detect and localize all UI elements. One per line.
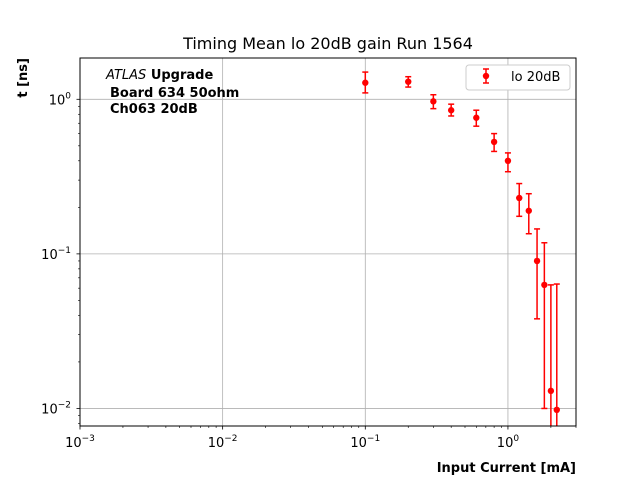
data-point — [516, 194, 523, 202]
data-points — [362, 78, 560, 414]
y-tick-exponent: −1 — [58, 246, 71, 256]
x-axis-label: Input Current [mA] — [437, 461, 576, 476]
minor-ticks — [78, 106, 577, 428]
legend-box — [465, 64, 571, 91]
x-tick-base: 10 — [65, 436, 82, 451]
upgrade-label: Upgrade — [151, 68, 214, 83]
y-tick-label: 100 — [49, 91, 72, 108]
data-point — [405, 78, 412, 85]
y-tick-label: 10−2 — [41, 400, 71, 417]
x-tick-base: 10 — [208, 436, 225, 451]
annotation-line-1: ATLAS Upgrade — [105, 68, 213, 83]
atlas-label: ATLAS — [105, 68, 146, 83]
data-point — [553, 406, 560, 414]
y-tick-base: 10 — [41, 248, 58, 263]
error-bars — [362, 71, 560, 426]
data-point — [541, 281, 548, 289]
data-point — [473, 114, 480, 121]
legend-marker — [482, 72, 490, 80]
y-tick-label: 10−1 — [41, 246, 71, 263]
data-point — [447, 107, 455, 114]
major-ticks — [76, 98, 509, 430]
chart-title: Timing Mean lo 20dB gain Run 1564 — [182, 34, 473, 53]
data-point — [525, 207, 532, 214]
x-tick-label: 10−2 — [208, 434, 238, 451]
x-tick-label: 100 — [497, 434, 520, 451]
x-tick-exponent: 0 — [513, 434, 519, 444]
x-tick-base: 10 — [350, 436, 367, 451]
y-tick-base: 10 — [49, 93, 66, 108]
legend-label: lo 20dB — [511, 70, 560, 85]
y-tick-exponent: −2 — [58, 400, 71, 410]
y-tick-base: 10 — [41, 402, 58, 417]
y-axis-label: t [ns] — [16, 58, 31, 98]
y-tick-exponent: 0 — [65, 91, 71, 101]
data-point — [362, 79, 369, 86]
x-tick-base: 10 — [497, 436, 514, 451]
x-tick-exponent: −1 — [367, 434, 380, 444]
plot-frame — [79, 57, 577, 427]
data-point — [504, 157, 512, 165]
grid-lines — [79, 58, 576, 426]
annotation-block: ATLAS Upgrade Board 634 50ohm Ch063 20dB — [105, 68, 239, 117]
x-tick-label: 10−3 — [65, 434, 95, 451]
legend: lo 20dB — [465, 64, 571, 91]
x-tick-exponent: −3 — [82, 434, 95, 444]
annotation-line-2: Board 634 50ohm — [110, 86, 239, 101]
annotation-line-3: Ch063 20dB — [110, 102, 198, 117]
data-point — [547, 387, 555, 395]
data-point — [430, 98, 437, 105]
x-tick-label: 10−1 — [350, 434, 380, 451]
data-point — [533, 257, 541, 265]
x-tick-exponent: −2 — [224, 434, 237, 444]
data-point — [490, 138, 498, 146]
